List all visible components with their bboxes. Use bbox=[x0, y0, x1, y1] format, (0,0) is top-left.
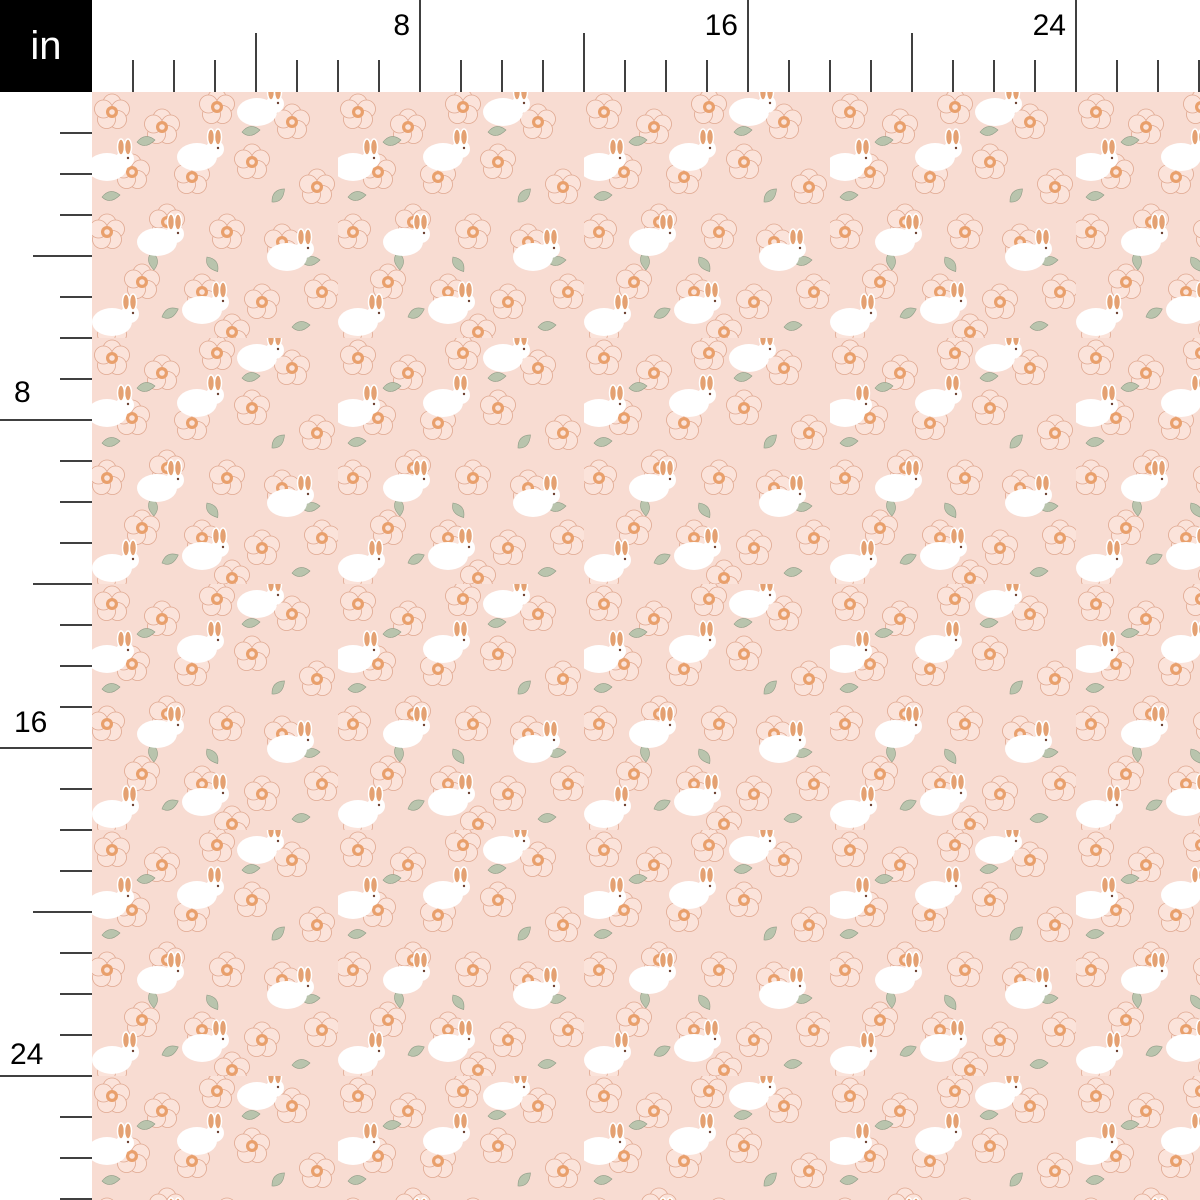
left-ruler bbox=[0, 132, 92, 1200]
top-label-24: 24 bbox=[1033, 9, 1066, 42]
top-label-16: 16 bbox=[705, 9, 738, 42]
pattern-fill bbox=[92, 92, 1200, 1200]
left-label-24: 24 bbox=[10, 1038, 43, 1071]
left-label-16: 16 bbox=[14, 706, 47, 739]
left-label-8: 8 bbox=[14, 376, 31, 409]
top-label-8: 8 bbox=[393, 9, 410, 42]
top-ruler bbox=[132, 0, 1200, 92]
left-ruler-background bbox=[0, 92, 92, 1200]
top-ruler-background bbox=[92, 0, 1200, 92]
fabric-pattern bbox=[92, 92, 1200, 1200]
unit-label: in bbox=[0, 0, 92, 92]
